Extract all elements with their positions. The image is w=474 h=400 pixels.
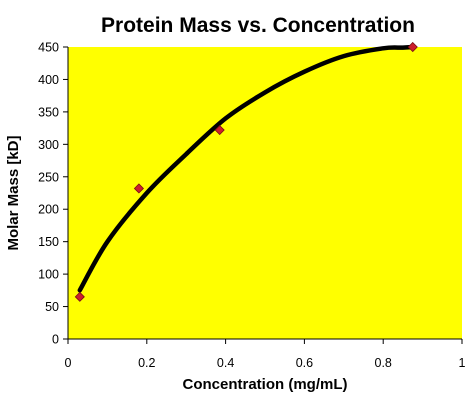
chart-title: Protein Mass vs. Concentration xyxy=(101,14,415,37)
y-tick-label: 150 xyxy=(38,235,59,249)
y-axis-ticks: 0 50 100 150 200 250 300 350 400 450 xyxy=(38,41,68,347)
x-tick-label: 0.8 xyxy=(375,356,392,370)
plot-area xyxy=(68,47,462,339)
y-tick-label: 0 xyxy=(52,333,59,347)
x-axis-label: Concentration (mg/mL) xyxy=(183,376,348,393)
y-tick-label: 250 xyxy=(38,170,59,184)
y-tick-label: 300 xyxy=(38,138,59,152)
trend-line xyxy=(77,44,416,293)
x-axis-ticks: 0 0.2 0.4 0.6 0.8 1 xyxy=(65,339,466,370)
y-tick-label: 450 xyxy=(38,41,59,55)
y-tick-label: 100 xyxy=(38,268,59,282)
x-tick-label: 0.2 xyxy=(138,356,155,370)
x-tick-label: 0.4 xyxy=(217,356,234,370)
y-tick-label: 200 xyxy=(38,203,59,217)
y-tick-label: 50 xyxy=(45,300,59,314)
y-tick-label: 400 xyxy=(38,73,59,87)
data-point-marker xyxy=(407,41,418,53)
y-tick-label: 350 xyxy=(38,105,59,119)
data-point-marker xyxy=(133,183,144,194)
x-tick-label: 0 xyxy=(65,356,72,370)
y-axis-label: Molar Mass [kD] xyxy=(5,135,22,250)
x-tick-label: 1 xyxy=(459,356,466,370)
data-point-marker xyxy=(214,124,225,136)
series-layer xyxy=(74,41,418,302)
data-point-marker xyxy=(74,291,85,302)
x-tick-label: 0.6 xyxy=(296,356,313,370)
